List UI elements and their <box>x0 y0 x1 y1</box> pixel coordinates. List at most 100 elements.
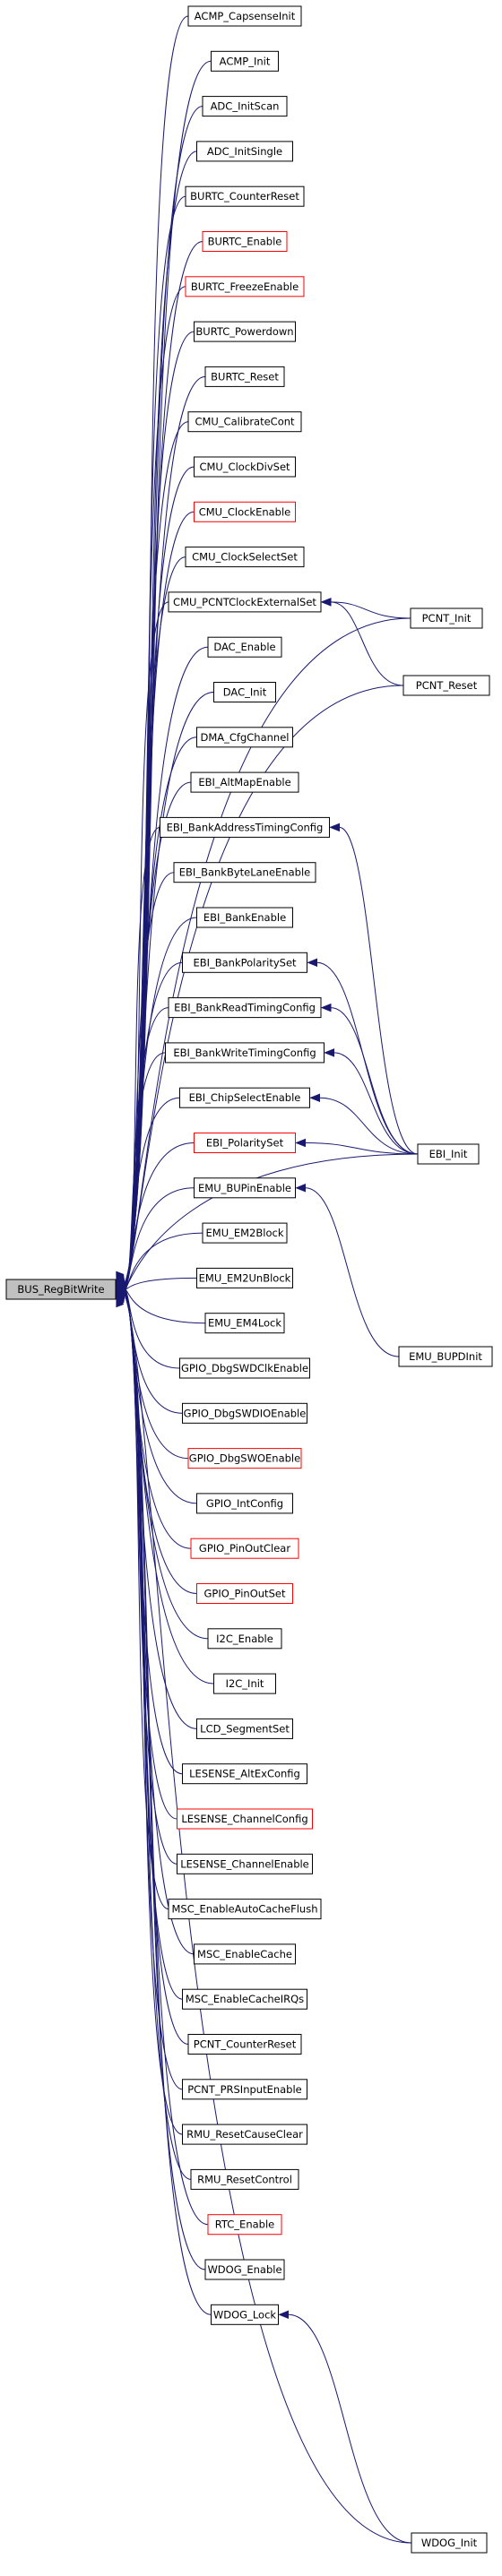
node-label: BURTC_Enable <box>208 236 282 248</box>
caller-node-i2c-init[interactable]: I2C_Init <box>213 1673 276 1694</box>
edge-n4-to-root <box>125 151 197 1283</box>
caller-node-gpio-pinoutclear[interactable]: GPIO_PinOutClear <box>190 1538 299 1559</box>
caller-node-emu-bupinenable[interactable]: EMU_BUPinEnable <box>194 1177 296 1199</box>
caller-node-adc-initscan[interactable]: ADC_InitScan <box>202 96 288 117</box>
node-label: RMU_ResetCauseClear <box>186 2128 303 2141</box>
node-box <box>190 2168 299 2190</box>
node-box <box>187 411 302 433</box>
caller-node-burtc-reset[interactable]: BURTC_Reset <box>204 366 285 387</box>
node-label: ACMP_CapsenseInit <box>195 10 296 22</box>
caller-node-emu-em2unblock[interactable]: EMU_EM2UnBlock <box>196 1267 293 1288</box>
caller-node-gpio-dbgswdclkenable[interactable]: GPIO_DbgSWDClkEnable <box>179 1357 310 1379</box>
edge-n27-to-root <box>125 1187 195 1289</box>
outer-node-wdog-init[interactable]: WDOG_Init <box>411 2532 488 2554</box>
edge-o3-to-n23-arrowhead <box>320 1003 332 1012</box>
caller-node-ebi-bankenable[interactable]: EBI_BankEnable <box>196 907 293 928</box>
caller-node-gpio-dbgswoenable[interactable]: GPIO_DbgSWOEnable <box>187 1448 302 1469</box>
caller-node-cmu-clockdivset[interactable]: CMU_ClockDivSet <box>194 456 296 478</box>
caller-node-dac-init[interactable]: DAC_Init <box>213 682 276 702</box>
outer-node-ebi-init[interactable]: EBI_Init <box>417 1143 480 1165</box>
node-label: EBI_BankWriteTimingConfig <box>173 1047 316 1059</box>
caller-node-wdog-lock[interactable]: WDOG_Lock <box>211 2304 279 2325</box>
node-box <box>213 1673 276 1694</box>
node-box <box>179 1357 310 1379</box>
caller-node-ebi-bankreadtimingconfig[interactable]: EBI_BankReadTimingConfig <box>168 997 322 1019</box>
caller-node-msc-enableautocacheflush[interactable]: MSC_EnableAutoCacheFlush <box>168 1899 322 1920</box>
caller-node-adc-initsingle[interactable]: ADC_InitSingle <box>196 141 293 162</box>
caller-node-ebi-bankbytelaneenable[interactable]: EBI_BankByteLaneEnable <box>173 862 316 883</box>
node-label: EMU_EM2Block <box>206 1227 284 1239</box>
edges-layer <box>115 15 419 2544</box>
node-label: GPIO_PinOutClear <box>199 1542 290 1555</box>
caller-node-cmu-clockenable[interactable]: CMU_ClockEnable <box>194 501 296 522</box>
caller-node-ebi-chipselectenable[interactable]: EBI_ChipSelectEnable <box>179 1087 310 1108</box>
node-label: BURTC_CounterReset <box>190 190 299 202</box>
node-label: WDOG_Lock <box>213 2308 277 2321</box>
edge-o3-to-n23 <box>330 1007 419 1155</box>
caller-node-lesense-altexconfig[interactable]: LESENSE_AltExConfig <box>182 1763 307 1785</box>
node-label: GPIO_DbgSWOEnable <box>189 1452 300 1465</box>
caller-node-ebi-bankwritetimingconfig[interactable]: EBI_BankWriteTimingConfig <box>165 1042 325 1064</box>
caller-node-acmp-capsenseinit[interactable]: ACMP_CapsenseInit <box>187 5 302 27</box>
caller-node-msc-enablecache[interactable]: MSC_EnableCache <box>194 1943 296 1965</box>
caller-node-cmu-pcntclockexternalset[interactable]: CMU_PCNTClockExternalSet <box>168 591 322 613</box>
node-box <box>168 997 322 1019</box>
node-label: DMA_CfgChannel <box>201 731 290 744</box>
node-box <box>411 2532 488 2554</box>
edge-o5-to-root <box>125 1297 412 2544</box>
node-label: CMU_PCNTClockExternalSet <box>173 596 316 608</box>
caller-node-dac-enable[interactable]: DAC_Enable <box>207 636 282 658</box>
caller-node-ebi-altmapenable[interactable]: EBI_AltMapEnable <box>190 771 299 793</box>
caller-node-ebi-polarityset[interactable]: EBI_PolaritySet <box>194 1133 296 1153</box>
caller-node-pcnt-prsinputenable[interactable]: PCNT_PRSInputEnable <box>182 2079 307 2100</box>
node-label: LESENSE_ChannelConfig <box>181 1813 307 1825</box>
edge-o3-to-n26-arrowhead <box>295 1138 306 1148</box>
node-box <box>168 1899 322 1920</box>
edge-o3-to-n19 <box>339 826 419 1155</box>
caller-node-cmu-clockselectset[interactable]: CMU_ClockSelectSet <box>185 547 305 568</box>
node-label: LESENSE_AltExConfig <box>189 1768 300 1780</box>
caller-node-emu-em2block[interactable]: EMU_EM2Block <box>202 1222 288 1244</box>
node-label: PCNT_Init <box>422 612 472 625</box>
caller-node-rtc-enable[interactable]: RTC_Enable <box>207 2214 282 2236</box>
node-label: I2C_Enable <box>216 1633 273 1645</box>
edge-o1-to-n14 <box>330 601 411 619</box>
caller-node-rmu-resetcauseclear[interactable]: RMU_ResetCauseClear <box>182 2124 307 2145</box>
node-label: PCNT_Reset <box>416 679 478 692</box>
node-box <box>196 1583 293 1604</box>
outer-node-emu-bupdinit[interactable]: EMU_BUPDInit <box>398 1346 493 1367</box>
caller-node-ebi-bankaddresstimingconfig[interactable]: EBI_BankAddressTimingConfig <box>160 816 330 838</box>
caller-node-burtc-counterreset[interactable]: BURTC_CounterReset <box>185 185 305 207</box>
caller-node-gpio-pinoutset[interactable]: GPIO_PinOutSet <box>196 1583 293 1604</box>
caller-node-i2c-enable[interactable]: I2C_Enable <box>207 1628 282 1650</box>
node-label: PCNT_CounterReset <box>194 2038 297 2051</box>
edge-o3-to-root <box>125 1153 419 1289</box>
caller-node-gpio-dbgswdioenable[interactable]: GPIO_DbgSWDIOEnable <box>182 1402 307 1424</box>
outer-node-pcnt-init[interactable]: PCNT_Init <box>410 607 483 629</box>
caller-node-burtc-enable[interactable]: BURTC_Enable <box>202 231 288 252</box>
caller-node-cmu-calibratecont[interactable]: CMU_CalibrateCont <box>187 411 302 433</box>
node-box <box>182 1763 307 1785</box>
outer-node-pcnt-reset[interactable]: PCNT_Reset <box>402 675 490 696</box>
caller-node-msc-enablecacheirqs[interactable]: MSC_EnableCacheIRQs <box>182 1988 307 2010</box>
caller-node-wdog-enable[interactable]: WDOG_Enable <box>204 2259 285 2280</box>
caller-node-emu-em4lock[interactable]: EMU_EM4Lock <box>204 1313 285 1334</box>
caller-node-lesense-channelenable[interactable]: LESENSE_ChannelEnable <box>177 1853 313 1874</box>
node-label: LCD_SegmentSet <box>200 1722 290 1735</box>
caller-node-gpio-intconfig[interactable]: GPIO_IntConfig <box>196 1493 293 1514</box>
caller-node-burtc-powerdown[interactable]: BURTC_Powerdown <box>194 321 296 342</box>
caller-node-dma-cfgchannel[interactable]: DMA_CfgChannel <box>196 727 293 748</box>
caller-node-burtc-freezeenable[interactable]: BURTC_FreezeEnable <box>185 276 305 297</box>
edge-o5-to-n52-arrowhead <box>278 2310 289 2320</box>
caller-node-lcd-segmentset[interactable]: LCD_SegmentSet <box>196 1718 293 1739</box>
node-label: GPIO_IntConfig <box>206 1497 283 1510</box>
caller-node-acmp-init[interactable]: ACMP_Init <box>211 50 279 72</box>
root-node-bus-regbitwrite[interactable]: BUS_RegBitWrite <box>5 1279 117 1300</box>
node-box <box>160 816 330 838</box>
caller-node-lesense-channelconfig[interactable]: LESENSE_ChannelConfig <box>177 1808 313 1830</box>
node-box <box>194 1177 296 1199</box>
caller-node-pcnt-counterreset[interactable]: PCNT_CounterReset <box>187 2034 302 2055</box>
edge-o2-to-n14-arrowhead <box>320 598 332 607</box>
caller-node-rmu-resetcontrol[interactable]: RMU_ResetControl <box>190 2168 299 2190</box>
caller-node-ebi-bankpolarityset[interactable]: EBI_BankPolaritySet <box>182 952 307 973</box>
